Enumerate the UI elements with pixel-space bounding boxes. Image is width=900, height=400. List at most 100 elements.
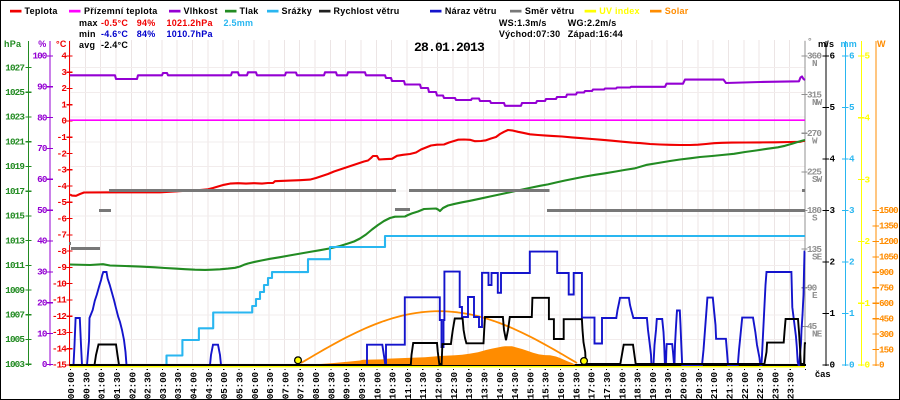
svg-text:-0.5°C: -0.5°C <box>101 18 128 28</box>
svg-text:20:30: 20:30 <box>694 371 705 399</box>
svg-text:4: 4 <box>830 154 836 165</box>
svg-text:SE: SE <box>812 251 823 262</box>
svg-text:12:00: 12:00 <box>434 371 445 399</box>
svg-text:max: max <box>79 18 98 28</box>
svg-text:150: 150 <box>879 344 894 355</box>
svg-text:-2.4°C: -2.4°C <box>101 40 128 50</box>
svg-text:14:30: 14:30 <box>510 371 521 399</box>
svg-text:11:30: 11:30 <box>418 371 429 399</box>
svg-text:hPa: hPa <box>4 39 22 49</box>
svg-text:2: 2 <box>865 236 871 247</box>
svg-text:04:30: 04:30 <box>204 371 215 399</box>
svg-text:1015: 1015 <box>5 211 25 222</box>
svg-text:5: 5 <box>865 51 871 62</box>
svg-text:UV index: UV index <box>599 6 640 16</box>
svg-text:Srážky: Srážky <box>282 6 313 16</box>
svg-text:-13: -13 <box>52 327 67 338</box>
svg-text:1050: 1050 <box>879 252 899 263</box>
svg-text:3: 3 <box>830 205 836 216</box>
svg-text:10:00: 10:00 <box>372 371 383 399</box>
svg-text:avg: avg <box>79 40 95 50</box>
svg-text:°C: °C <box>56 39 67 49</box>
svg-text:-6: -6 <box>57 213 68 224</box>
svg-text:94%: 94% <box>137 18 156 28</box>
svg-text:Solar: Solar <box>665 6 689 16</box>
svg-text:-12: -12 <box>52 311 67 322</box>
svg-text:čas: čas <box>815 369 831 379</box>
svg-text:4: 4 <box>865 113 871 124</box>
svg-text:-2: -2 <box>57 148 68 159</box>
svg-text:16:30: 16:30 <box>571 371 582 399</box>
svg-text:-10: -10 <box>52 278 67 289</box>
svg-text:1021.2hPa: 1021.2hPa <box>167 18 214 28</box>
svg-text:3: 3 <box>865 174 871 185</box>
svg-text:S: S <box>812 213 818 224</box>
svg-text:-11: -11 <box>52 295 67 306</box>
svg-text:min: min <box>79 29 96 39</box>
svg-text:1019: 1019 <box>5 161 25 172</box>
svg-text:mm: mm <box>841 39 858 49</box>
svg-text:Tlak: Tlak <box>240 6 260 16</box>
svg-text:22:30: 22:30 <box>755 371 766 399</box>
svg-text:40: 40 <box>37 236 48 247</box>
svg-text:-14: -14 <box>52 343 67 354</box>
svg-text:-4.6°C: -4.6°C <box>101 29 128 39</box>
svg-text:09:30: 09:30 <box>357 371 368 399</box>
svg-text:20:00: 20:00 <box>679 371 690 399</box>
svg-text:10:30: 10:30 <box>388 371 399 399</box>
svg-text:225: 225 <box>807 167 822 178</box>
svg-text:-15: -15 <box>52 360 67 371</box>
svg-text:03:30: 03:30 <box>173 371 184 399</box>
svg-text:0: 0 <box>61 116 67 127</box>
svg-text:Vlhkost: Vlhkost <box>184 6 218 16</box>
svg-text:1027: 1027 <box>5 62 24 73</box>
svg-text:450: 450 <box>879 313 894 324</box>
svg-text:%: % <box>38 39 46 49</box>
svg-text:30: 30 <box>37 267 48 278</box>
svg-text:1017: 1017 <box>5 186 24 197</box>
svg-text:05:30: 05:30 <box>234 371 245 399</box>
svg-text:16:00: 16:00 <box>556 371 567 399</box>
svg-text:0: 0 <box>879 360 885 371</box>
svg-text:0: 0 <box>42 359 48 370</box>
svg-text:60: 60 <box>37 174 48 185</box>
svg-text:100: 100 <box>32 51 47 62</box>
svg-text:135: 135 <box>807 244 822 255</box>
svg-text:m/s: m/s <box>818 39 834 49</box>
svg-text:Přízemní teplota: Přízemní teplota <box>84 6 158 16</box>
svg-text:1005: 1005 <box>5 334 25 345</box>
svg-text:WS:1.3m/s: WS:1.3m/s <box>499 18 547 28</box>
svg-text:1350: 1350 <box>879 221 899 232</box>
svg-text:1021: 1021 <box>5 136 25 147</box>
svg-text:05:00: 05:00 <box>219 371 230 399</box>
svg-text:W: W <box>877 39 886 49</box>
svg-text:2: 2 <box>61 83 67 94</box>
svg-text:21:30: 21:30 <box>724 371 735 399</box>
svg-text:2: 2 <box>849 257 855 268</box>
svg-text:22:00: 22:00 <box>740 371 751 399</box>
svg-text:180: 180 <box>807 205 822 216</box>
svg-text:1: 1 <box>61 99 67 110</box>
svg-text:-4: -4 <box>57 181 68 192</box>
svg-text:-9: -9 <box>57 262 68 273</box>
svg-text:270: 270 <box>807 128 822 139</box>
svg-text:15:30: 15:30 <box>541 371 552 399</box>
svg-text:84%: 84% <box>137 29 156 39</box>
svg-text:23:30: 23:30 <box>786 371 797 399</box>
svg-text:80: 80 <box>37 112 48 123</box>
svg-text:1: 1 <box>830 308 836 319</box>
svg-text:0: 0 <box>849 360 855 371</box>
svg-text:-3: -3 <box>57 165 68 176</box>
svg-text:WG:2.2m/s: WG:2.2m/s <box>568 18 617 28</box>
svg-text:18:00: 18:00 <box>617 371 628 399</box>
svg-text:0: 0 <box>865 360 871 371</box>
svg-text:6: 6 <box>830 51 836 62</box>
svg-text:2: 2 <box>830 257 836 268</box>
svg-text:NW: NW <box>812 97 823 108</box>
svg-text:°: ° <box>808 36 812 46</box>
svg-text:02:00: 02:00 <box>127 371 138 399</box>
svg-text:23:00: 23:00 <box>770 371 781 399</box>
svg-text:50: 50 <box>37 205 48 216</box>
svg-text:09:00: 09:00 <box>342 371 353 399</box>
svg-text:18:30: 18:30 <box>633 371 644 399</box>
